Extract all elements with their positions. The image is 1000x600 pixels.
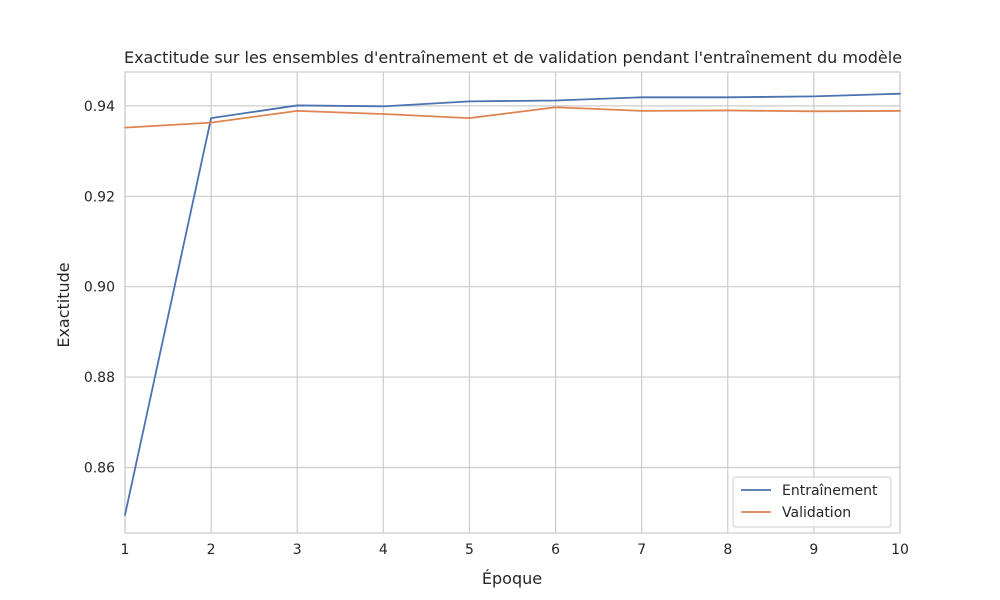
x-tick-label: 2: [207, 542, 216, 558]
x-tick-label: 8: [723, 542, 732, 558]
x-tick-label: 7: [637, 542, 646, 558]
plot-frame: [124, 71, 901, 534]
y-tick-label: 0.90: [84, 280, 115, 296]
x-tick-label: 6: [551, 542, 560, 558]
y-tick-label: 0.86: [84, 460, 115, 476]
x-axis-label: Époque: [482, 569, 542, 588]
y-tick-label: 0.92: [84, 189, 115, 205]
y-axis-label: Exactitude: [54, 262, 73, 347]
x-tick-label: 3: [293, 542, 302, 558]
ticks-layer: 1 2 3 4 5 6 7 8 9 10 0.86 0.88 0.90 0.92 0.94: [84, 99, 909, 558]
chart-title: Exactitude sur les ensembles d'entraînem…: [124, 48, 902, 67]
x-tick-label: 10: [891, 542, 909, 558]
x-tick-label: 4: [379, 542, 388, 558]
legend: Entraînement Validation: [732, 476, 892, 528]
series-line-entrainement: [124, 92, 901, 516]
legend-label: Validation: [782, 505, 851, 521]
x-tick-label: 5: [465, 542, 474, 558]
x-tick-label: 9: [809, 542, 818, 558]
legend-label: Entraînement: [782, 483, 878, 499]
y-tick-label: 0.88: [84, 370, 115, 386]
grid-layer: [124, 72, 901, 533]
series-line-validation: [124, 106, 901, 129]
x-tick-label: 1: [121, 542, 130, 558]
series-layer: [124, 92, 901, 516]
legend-box: [732, 476, 892, 528]
y-tick-label: 0.94: [84, 99, 115, 115]
